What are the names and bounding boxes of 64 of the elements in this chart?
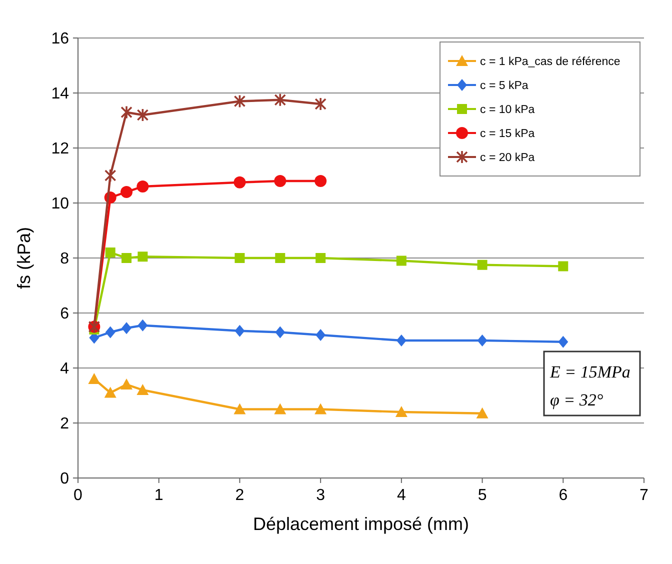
point [274, 92, 286, 107]
point [120, 105, 132, 120]
point [395, 406, 408, 417]
point [138, 319, 148, 332]
point [138, 252, 148, 262]
point [396, 256, 406, 266]
point [234, 176, 246, 188]
y-tick-label: 8 [60, 250, 70, 268]
y-tick-label: 10 [51, 196, 70, 213]
point [396, 334, 406, 346]
x-tick-label: 3 [316, 487, 326, 504]
point [234, 403, 246, 414]
point [314, 175, 327, 187]
point [274, 403, 286, 414]
point [88, 373, 100, 384]
x-axis-title: Déplacement imposé (mm) [252, 514, 470, 534]
point [275, 326, 286, 338]
y-tick-label: 4 [60, 360, 70, 378]
point [275, 253, 286, 263]
y-tick-label: 16 [51, 30, 70, 48]
point [136, 108, 149, 122]
legend-label: c = 15 kPa [480, 128, 536, 140]
annotation: φ = 32° [550, 390, 604, 410]
x-tick-label: 5 [478, 487, 487, 504]
point [476, 407, 488, 418]
point [234, 324, 245, 337]
point [104, 168, 116, 182]
y-tick-label: 12 [51, 140, 70, 158]
point [105, 248, 116, 258]
point [234, 253, 245, 263]
point [122, 322, 132, 334]
y-tick-label: 2 [60, 416, 70, 433]
y-axis-title: fs (kPa) [14, 226, 34, 290]
y-tick-label: 0 [60, 470, 70, 488]
point [316, 329, 326, 341]
legend-label: c = 20 kPa [480, 152, 536, 164]
point [122, 253, 132, 263]
x-tick-label: 6 [558, 487, 568, 504]
point [105, 326, 116, 338]
point [274, 175, 286, 187]
legend-label: c = 5 kPa [480, 80, 529, 92]
x-tick-label: 7 [640, 487, 649, 504]
point [120, 378, 133, 390]
point [314, 97, 326, 111]
annotation: E = 15MPa [549, 362, 630, 382]
point [316, 253, 326, 263]
x-tick-label: 4 [396, 487, 406, 504]
point [234, 94, 246, 108]
legend-label: c = 1 kPa_cas de référence [480, 56, 620, 68]
point [314, 403, 327, 414]
x-tick-label: 1 [154, 487, 164, 504]
y-tick-label: 6 [60, 306, 70, 323]
point [120, 186, 133, 198]
x-tick-label: 0 [74, 487, 83, 504]
x-tick-label: 2 [235, 487, 244, 504]
legend-label: c = 10 kPa [480, 104, 536, 116]
point [477, 260, 488, 270]
point [104, 386, 116, 398]
point [136, 384, 149, 395]
point [136, 180, 149, 192]
y-tick-label: 14 [51, 86, 70, 103]
point [558, 336, 568, 348]
point [477, 334, 488, 346]
point [558, 261, 568, 272]
